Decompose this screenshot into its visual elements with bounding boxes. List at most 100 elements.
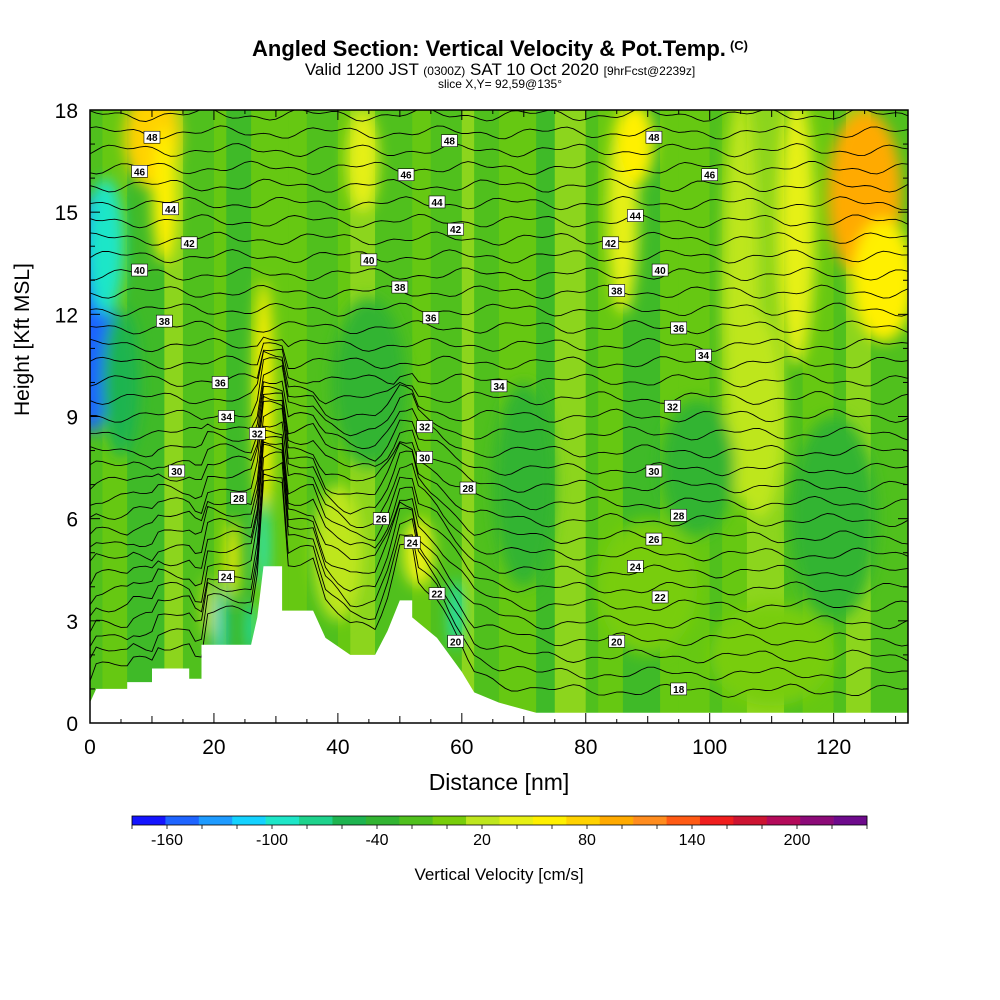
velocity-cell [449,579,462,649]
theta-label-box [627,209,644,222]
theta-label-text: 36 [673,324,685,335]
colorbar-swatch [800,816,834,825]
theta-label-box [403,536,421,549]
theta-label-text: 44 [630,212,642,223]
theta-label-text: 36 [425,314,437,325]
y-tick-label: 3 [66,611,78,634]
theta-label-box [218,570,235,583]
theta-label: 32 [664,399,681,413]
x-tick-label: 80 [574,736,597,759]
theta-contour-line [90,385,908,477]
theta-label-box [670,321,688,335]
theta-label-text: 22 [431,590,443,601]
theta-label: 48 [645,130,663,144]
valid-time-utc: (0300Z) [423,64,466,78]
theta-contour-line [90,441,908,613]
colorbar-tick-label: -100 [256,832,288,849]
theta-contour-line [90,407,908,545]
y-tick-label: 6 [66,509,78,532]
chart-subtitle: Valid 1200 JST (0300Z) SAT 10 Oct 2020 [… [0,60,1000,80]
theta-label: 24 [218,570,235,584]
theta-label: 34 [218,410,235,424]
theta-label: 40 [131,263,148,277]
theta-label-text: 24 [221,573,233,584]
colorbar-swatch [633,816,667,825]
x-tick-label: 120 [816,736,851,759]
theta-label-text: 26 [648,535,660,546]
theta-label: 48 [143,130,161,144]
theta-label-text: 40 [655,266,667,277]
theta-contour-line [90,110,908,122]
theta-label-box [143,130,161,144]
theta-label-box [701,168,718,182]
theta-label-text: 22 [655,593,667,604]
theta-label-box [391,280,409,294]
theta-contour-line [90,392,908,494]
x-tick-label: 40 [326,736,349,759]
theta-label: 38 [156,314,173,328]
theta-label: 46 [131,165,148,178]
theta-label: 48 [441,134,458,148]
theta-label-box [230,491,248,505]
theta-contour-line [90,443,908,630]
theta-contour-line [90,421,908,562]
colorbar-swatch [532,816,567,825]
x-tick-label: 60 [450,736,473,759]
theta-label-text: 32 [252,430,264,441]
theta-label-text: 48 [444,137,456,148]
slice-info: slice X,Y= 92,59@135° [437,77,563,91]
colorbar-swatch [699,816,734,825]
theta-label: 38 [391,280,409,294]
theta-label: 30 [416,451,433,464]
velocity-cell [734,314,785,519]
colorbar-swatch [432,816,467,825]
colorbar-swatch [365,816,400,825]
y-tick-label: 18 [55,100,78,123]
colorbar-swatch [833,816,868,825]
theta-contour-line [90,436,908,596]
colorbar-swatch [666,816,701,825]
theta-label-text: 46 [400,171,412,182]
velocity-cell [492,382,555,587]
theta-contour-line [90,196,908,211]
theta-label: 34 [490,379,508,393]
theta-label-text: 28 [462,484,474,495]
theta-label-box [249,427,266,440]
velocity-stripe [164,110,183,723]
theta-label: 34 [695,348,712,362]
theta-label: 32 [416,420,433,434]
theta-label: 46 [701,168,718,182]
theta-contour-line [90,249,908,264]
colorbar-swatch [466,816,500,825]
theta-label-box [131,263,148,277]
colorbar: -160 -100 -40 20 80 140 200 [131,815,868,849]
velocity-cell [616,110,654,185]
theta-label-box [645,464,663,478]
theta-label-box [664,399,681,413]
y-tick-label: 0 [66,713,78,736]
colorbar-swatch [198,816,233,825]
theta-label: 44 [428,195,446,209]
valid-time: Valid 1200 JST [304,60,419,79]
y-tick-label: 12 [55,304,78,327]
chart-title: Angled Section: Vertical Velocity & Pot.… [0,36,1000,62]
theta-contour-line [90,213,908,229]
theta-label-text: 48 [146,133,158,144]
theta-label-text: 42 [450,225,462,236]
theta-label-text: 20 [450,637,462,648]
theta-contour-line [90,284,908,300]
theta-label-box [447,222,464,236]
theta-contour-line [90,400,908,528]
theta-contours [90,110,908,698]
theta-label-text: 42 [184,239,196,250]
colorbar-swatch [332,816,367,825]
theta-label-text: 18 [673,685,685,696]
colorbar-label: Vertical Velocity [cm/s] [414,865,583,884]
theta-contour-line [90,231,908,246]
theta-label-text: 46 [704,171,716,182]
theta-label: 32 [249,427,266,441]
theta-contour-line [90,342,908,370]
theta-contour-line [90,429,908,579]
